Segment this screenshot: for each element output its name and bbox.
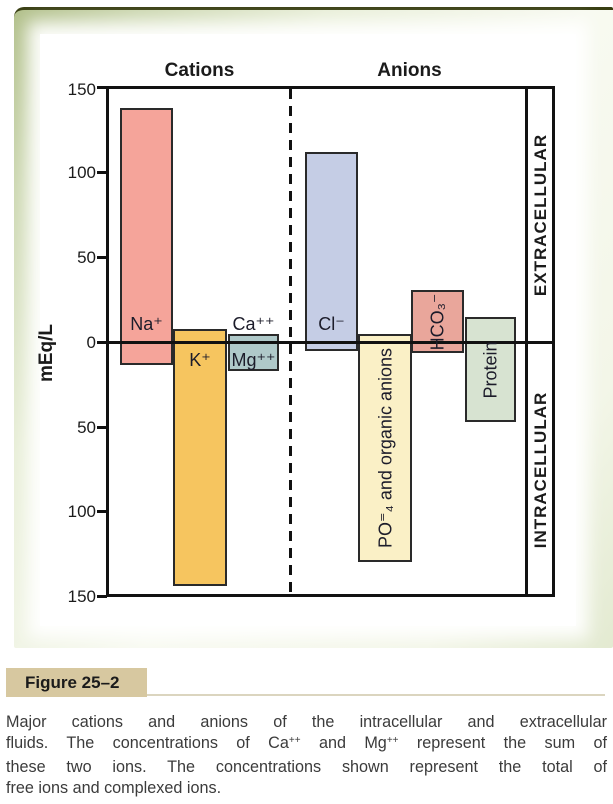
bar-chloride <box>305 152 358 351</box>
cation-anion-divider <box>289 89 292 594</box>
y-tick <box>97 426 107 429</box>
label-protein: Protein <box>480 341 501 399</box>
label-magnesium: Mg⁺⁺ <box>231 350 276 370</box>
y-tick-label: 100 <box>67 163 96 182</box>
y-tick-label: 50 <box>77 418 96 437</box>
bar-potassium <box>173 328 227 586</box>
y-tick <box>97 341 107 344</box>
label-potassium: K⁺ <box>189 350 211 370</box>
label-chloride: Cl⁻ <box>318 314 345 334</box>
y-tick <box>97 510 107 513</box>
figure-number-badge: Figure 25–2 <box>6 668 147 697</box>
y-tick <box>97 256 107 259</box>
label-phosphate-organic-anions: PO⁼₄ and organic anions <box>375 348 396 548</box>
group-label-cations: Cations <box>164 60 235 81</box>
label-calcium: Ca⁺⁺ <box>232 314 275 334</box>
bar-protein <box>465 317 516 423</box>
y-tick <box>97 595 107 598</box>
bar-sodium <box>120 107 173 365</box>
figure-caption: Major cations and anions of the intracel… <box>6 713 607 798</box>
label-bicarbonate: HCO₃⁻ <box>427 293 448 351</box>
zero-axis-line <box>106 341 555 344</box>
y-tick <box>97 86 107 89</box>
y-axis-title: mEq/L <box>36 323 57 383</box>
label-sodium: Na⁺ <box>130 314 163 334</box>
y-tick-label: 150 <box>67 587 96 606</box>
y-tick-label: 100 <box>67 502 96 521</box>
label-intracellular: INTRACELLULAR <box>531 391 550 549</box>
y-tick-label: 0 <box>86 333 96 352</box>
y-tick-label: 150 <box>67 80 96 99</box>
bar-phosphate-organic-anions <box>358 334 412 562</box>
group-label-anions: Anions <box>377 60 442 81</box>
chart-area: Cations Anions mEq/L 150 100 50 0 50 100… <box>36 60 555 606</box>
y-tick-label: 50 <box>77 248 96 267</box>
y-tick <box>97 171 107 174</box>
label-extracellular: EXTRACELLULAR <box>531 133 550 297</box>
caption-rule <box>147 694 605 696</box>
bar-calcium-magnesium <box>228 334 279 372</box>
